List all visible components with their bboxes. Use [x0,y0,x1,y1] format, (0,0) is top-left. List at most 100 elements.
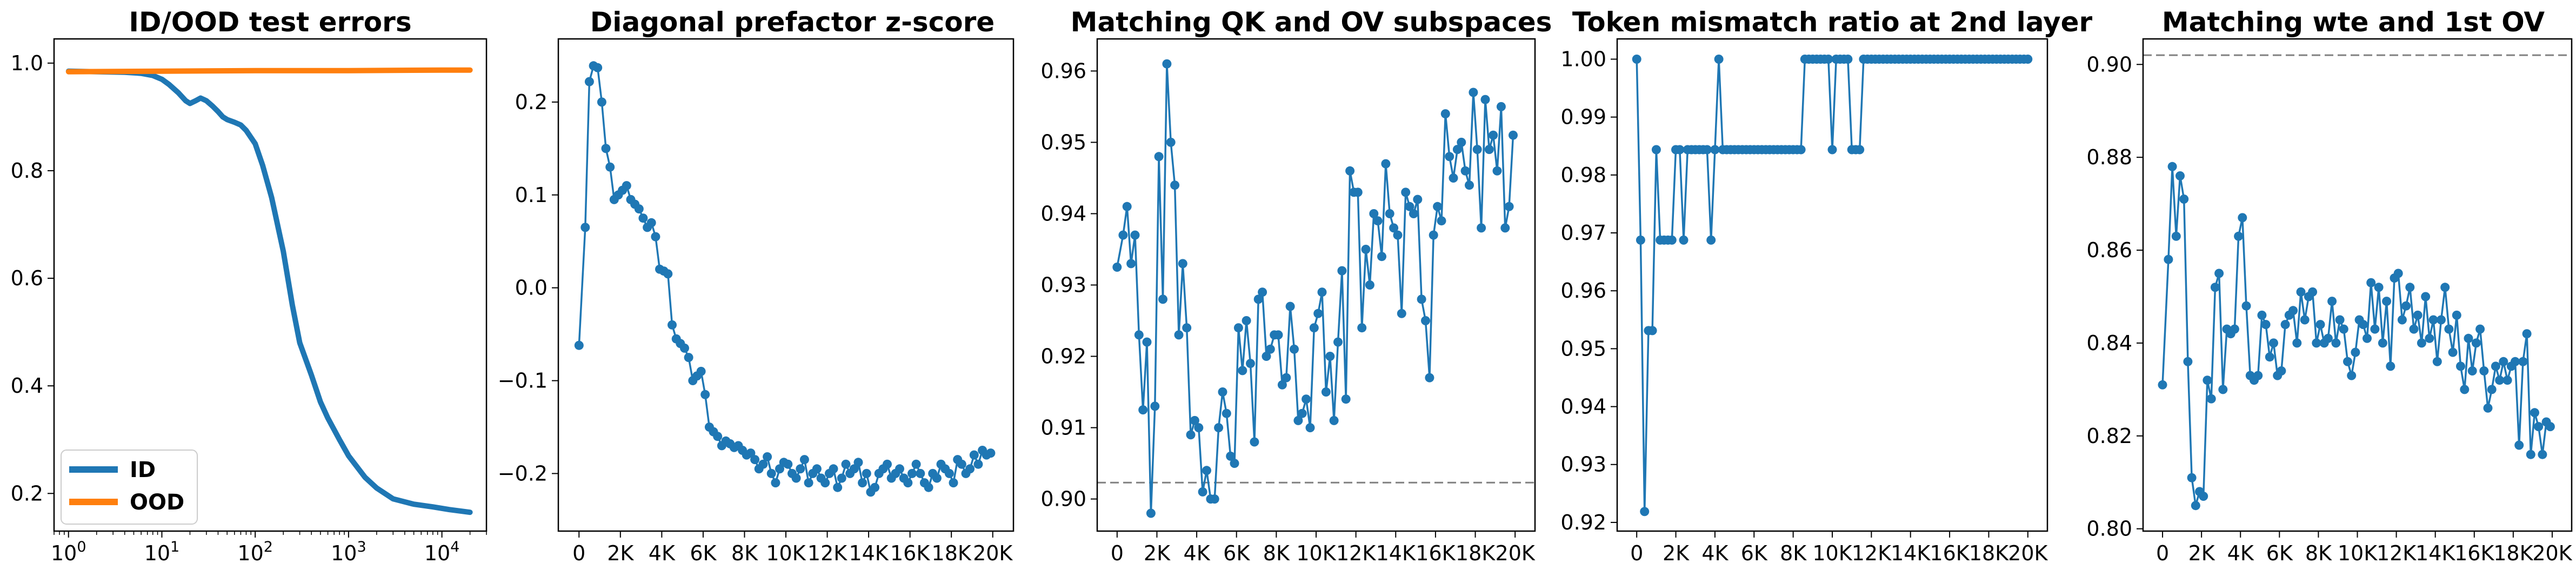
data-point [2315,320,2325,330]
data-point [829,464,838,474]
data-point [1397,309,1406,318]
data-point [944,468,954,478]
x-tick-label: 4K [1184,541,1211,565]
y-tick-label: 0.4 [11,374,43,398]
x-tick-label: 20K [2008,541,2048,565]
data-point [2487,385,2497,394]
x-tick-label: 10K [766,541,806,565]
data-point [713,432,723,441]
legend-label-id: ID [130,458,156,482]
data-point [1679,235,1689,245]
y-tick-label: 0.93 [1040,273,1086,297]
y-tick-label: 0.98 [1560,163,1606,187]
data-point [1142,337,1152,347]
data-point [1218,387,1227,397]
x-tick-label: 6K [2266,541,2293,565]
data-point [2234,231,2244,241]
data-point [1636,235,1645,245]
data-point [1675,145,1685,155]
data-point [2393,269,2403,278]
data-point [2464,333,2473,343]
data-point [1480,95,1490,104]
data-point [2413,310,2422,320]
y-tick-label: −0.1 [498,369,548,393]
data-point [1796,145,1806,155]
data-point [1290,344,1299,354]
data-point [853,458,863,467]
panel-title: ID/OOD test errors [129,6,411,38]
data-point [2277,366,2286,375]
data-point [1202,466,1211,475]
data-point [924,482,933,492]
data-point [2351,347,2360,357]
panel-title: Diagonal prefactor z-score [590,6,995,38]
data-point [2428,315,2438,325]
data-point [1313,309,1323,318]
data-point [1166,137,1176,147]
data-point [2530,408,2539,418]
data-point [2171,231,2181,241]
data-point [1112,263,1122,272]
series-line [1116,63,1514,514]
data-point [2437,315,2446,325]
data-point [1504,202,1514,211]
x-tick-label: 16K [1930,541,1970,565]
data-point [2187,473,2197,482]
data-point [2308,287,2318,297]
data-point [1305,423,1315,433]
series-line [1636,58,2028,513]
data-point [2522,329,2532,339]
data-point [2440,283,2450,292]
data-point [969,450,979,460]
y-tick-label: 0.93 [1560,453,1606,477]
data-point [2425,333,2434,343]
data-point [2023,55,2033,64]
data-point [2518,357,2528,366]
data-point [2335,315,2345,325]
data-point [1445,152,1454,162]
data-point [646,218,656,227]
data-point [2499,357,2508,366]
data-point [2502,375,2512,385]
data-point [2405,283,2415,292]
plot-frame [1096,38,1536,532]
y-tick-label: 0.2 [515,90,548,114]
data-point [1357,323,1367,333]
x-tick-label: 12K [1852,541,1892,565]
data-point [2300,315,2310,325]
x-tick-label: 8K [731,541,758,565]
data-point [2179,195,2189,204]
data-point [2191,501,2200,511]
panel-title: Matching QK and OV subspaces [1071,6,1552,38]
data-point [804,478,813,488]
x-tick-label: 14K [2415,541,2455,565]
x-tick-label: 102 [237,539,273,565]
data-point [812,464,822,474]
data-point [2230,324,2239,334]
data-point [1429,230,1438,240]
data-point [2538,450,2547,459]
data-point [2382,297,2392,306]
data-point [1154,152,1164,162]
series-line-ood [65,67,473,75]
panel-title: Matching wte and 1st OV [2162,6,2545,38]
data-point [750,455,760,465]
series-line [2161,165,2551,507]
data-point [2370,324,2380,334]
data-point [1489,130,1498,140]
data-point [2183,357,2193,366]
data-point [1385,209,1394,218]
data-point [1452,145,1462,155]
data-point [605,162,615,172]
data-point [1273,330,1283,340]
data-point [1377,252,1386,261]
data-point [574,340,584,350]
data-point [1710,145,1720,155]
data-point [601,144,611,153]
y-tick-label: 0.97 [1560,221,1606,245]
x-tick-label: 6K [1223,541,1250,565]
data-point [2265,352,2274,362]
data-point [2253,371,2263,380]
data-point [1401,187,1411,197]
data-point [837,473,846,483]
